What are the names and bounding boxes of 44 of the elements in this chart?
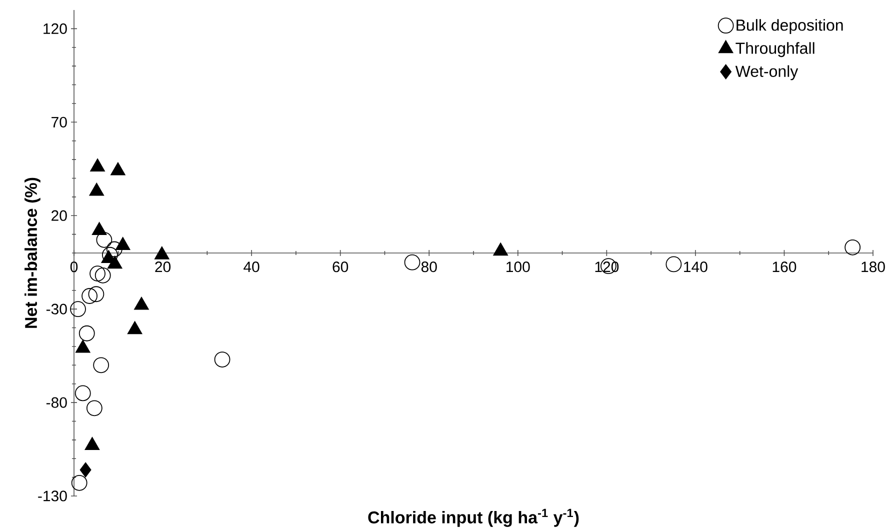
point [71,474,88,491]
x-tick-label: 100 [506,262,530,272]
y-tick-label: -30 [46,304,67,314]
point [96,232,112,248]
point [154,246,170,260]
point [214,352,230,368]
point [82,288,98,304]
x-axis-title: Chloride input (kg ha$^{-1}$ y$^{-1}$) [368,508,579,527]
x-tick-label: 180 [862,262,885,272]
point [94,267,111,284]
point [86,400,102,416]
legend-label: Bulk deposition [736,19,843,34]
x-tick-label: 140 [684,262,708,272]
point [404,254,420,270]
point [93,357,110,374]
y-tick-label: -130 [38,490,67,502]
legend-label: Throughfall [736,42,814,58]
point [666,256,682,272]
point [70,301,86,318]
legend-label: Wet-only [735,65,798,80]
point [90,266,106,282]
y-tick-label: -80 [46,397,67,408]
y-tick-label: 70 [52,116,67,128]
point [80,462,92,478]
point [78,325,95,342]
point [844,239,861,256]
x-tick-label: 60 [332,262,348,272]
y-tick-label: 20 [52,210,67,221]
x-tick-label: 160 [772,262,796,272]
x-tick-label: 80 [421,262,437,272]
point [107,256,122,269]
x-tick-label: 40 [244,262,260,272]
point [90,158,105,172]
point [110,162,126,176]
point [115,237,130,250]
y-axis-title: Net im-balance (%) [24,178,40,328]
y-tick-label: 120 [44,23,67,34]
point [106,241,122,258]
point [493,242,508,256]
point [74,385,91,402]
point [92,222,107,236]
x-tick-label: 20 [155,262,171,272]
point [89,182,104,196]
point [88,286,104,302]
